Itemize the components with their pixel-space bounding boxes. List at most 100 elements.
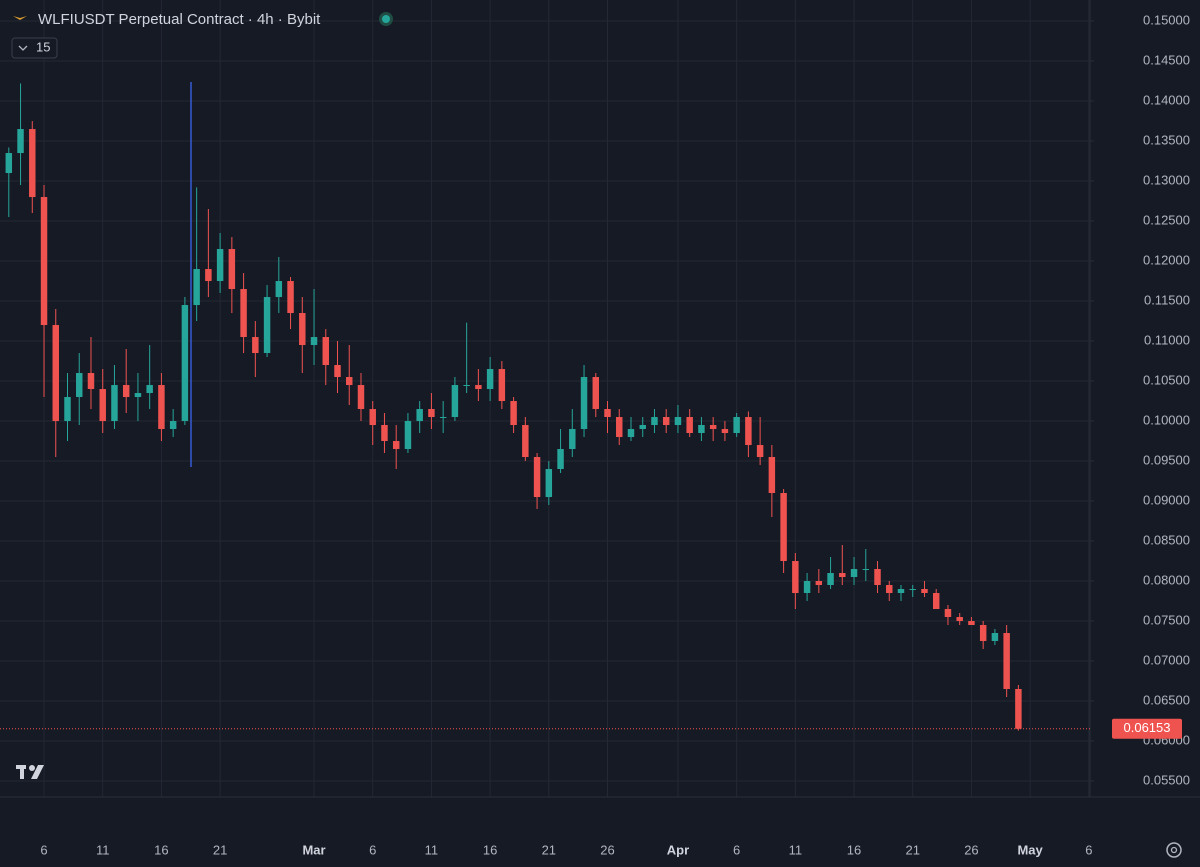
candle-body [662,417,670,426]
candle-body [545,469,553,498]
candle-body [463,385,470,387]
x-tick-label: 21 [213,842,227,857]
x-tick-label: 21 [906,842,920,857]
candle-body [263,297,271,354]
tv-logo [16,765,44,779]
x-tick-label: 16 [154,842,168,857]
y-tick-label: 0.14000 [1143,92,1190,107]
candle-body [932,593,940,610]
candle-body [146,385,153,394]
candle-body [439,417,447,419]
candle-body [921,589,928,594]
y-tick-label: 0.07500 [1143,612,1190,627]
candle-body [99,389,106,422]
candle-body [968,621,975,626]
candle-body [1003,633,1010,690]
candle-body [768,457,776,494]
symbol-logo [13,16,27,20]
y-tick-label: 0.13500 [1143,132,1190,147]
candle-body [944,609,952,618]
candle-body [275,281,283,298]
candle-body [533,457,541,498]
chart-title: WLFIUSDT Perpetual Contract · 4h · Bybit [38,11,321,28]
x-tick-label: Apr [667,842,689,857]
indicator-count[interactable]: 15 [36,39,50,54]
y-tick-label: 0.12000 [1143,252,1190,267]
candle-body [428,409,435,418]
candle-body [580,377,588,430]
x-tick-label: 26 [600,842,614,857]
x-tick-label: 16 [847,842,861,857]
candle-body [956,617,963,622]
candle-body [886,585,893,594]
x-tick-label: Mar [302,842,325,857]
candle-body [1015,689,1022,729]
candle-body [874,569,881,586]
x-tick-label: May [1017,842,1043,857]
x-tick-label: 21 [542,842,556,857]
y-tick-label: 0.07000 [1143,652,1190,667]
candle-body [334,365,341,378]
candle-body [181,305,189,422]
candle-body [979,625,987,642]
candle-body [721,429,729,434]
candle-body [216,249,224,282]
x-tick-label: 6 [1085,842,1092,857]
candle-body [850,569,858,578]
candle-body [451,385,459,418]
candle-body [346,377,353,386]
y-tick-label: 0.15000 [1143,12,1190,27]
x-tick-label: 6 [369,842,376,857]
candle-body [322,337,329,366]
candle-body [592,377,600,410]
candle-body [287,281,294,314]
indicator-toggle[interactable] [11,37,58,59]
y-tick-label: 0.09500 [1143,452,1190,467]
candle-body [111,385,118,422]
y-tick-label: 0.11500 [1144,292,1190,307]
y-tick-label: 0.10500 [1143,372,1190,387]
x-tick-label: 26 [964,842,978,857]
settings-center[interactable] [1170,846,1178,854]
candle-body [228,249,236,290]
candle-body [122,385,130,398]
candle-body [404,421,412,450]
y-tick-label: 0.09000 [1143,492,1190,507]
candle-body [87,373,95,390]
y-tick-label: 0.12500 [1143,212,1190,227]
candle-body [897,589,905,594]
chevron[interactable] [18,45,28,51]
settings-gear[interactable] [1166,842,1182,858]
candle-body [627,429,635,438]
candle-body [29,129,36,198]
candle-body [40,197,48,326]
candle-body [827,573,834,586]
candle-body [569,429,576,450]
candle-body [205,269,212,282]
candle-body [134,393,142,398]
candle-body [486,369,494,390]
candle-body [815,581,823,586]
candle-body [803,581,811,594]
y-tick-label: 0.11000 [1144,332,1190,347]
y-tick-label: 0.05500 [1143,772,1190,787]
candle-body [839,573,846,578]
candle-body [686,417,693,434]
candle-body [991,633,999,642]
candle-body [392,441,400,450]
candle-body [510,401,517,426]
candle-body [357,385,365,410]
settings-icon[interactable] [1166,842,1182,858]
candle-body [158,385,165,430]
candle-body [17,129,24,154]
x-tick-label: 6 [40,842,47,857]
candle-body [557,449,564,470]
status-dot [382,15,390,23]
x-tick-label: 11 [425,842,439,857]
candles [5,83,1022,731]
candle-body [616,417,623,438]
candle-body [52,325,59,422]
candle-body [862,569,870,571]
y-tick-label: 0.10000 [1143,412,1190,427]
